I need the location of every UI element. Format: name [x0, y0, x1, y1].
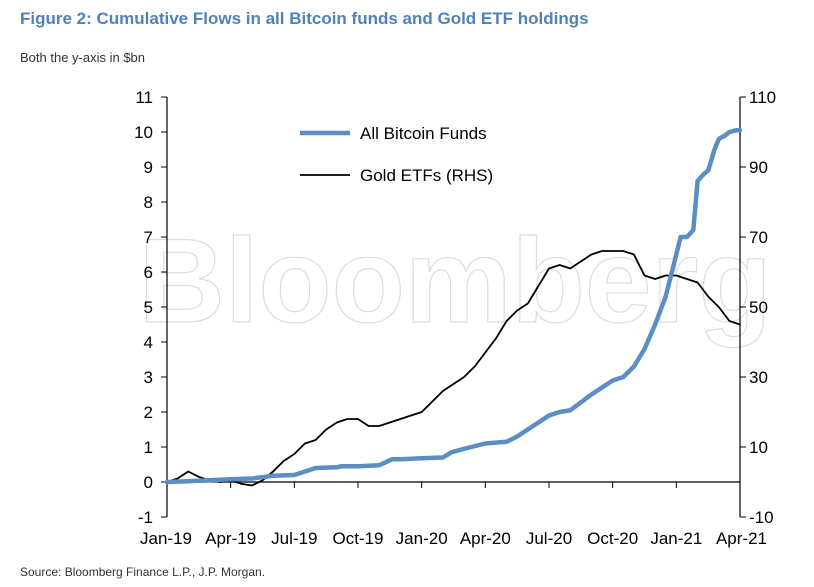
x-tick-label: Jul-19 [271, 529, 317, 548]
watermark: Bloomberg [138, 214, 771, 348]
left-tick-label: 11 [135, 88, 153, 107]
left-tick-label: 8 [144, 193, 153, 212]
right-tick-label: 90 [749, 158, 768, 177]
legend-label-gold: Gold ETFs (RHS) [360, 166, 493, 185]
series-line-bitcoin [164, 128, 743, 485]
legend-label-bitcoin: All Bitcoin Funds [360, 124, 487, 143]
legend: All Bitcoin Funds Gold ETFs (RHS) [300, 124, 493, 185]
x-tick-label: Apr-21 [716, 529, 767, 548]
series-line-gold [166, 250, 741, 487]
left-tick-label: 1 [144, 438, 153, 457]
left-tick-label: 7 [144, 228, 153, 247]
left-tick-label: 9 [144, 158, 153, 177]
right-tick-label: 10 [749, 438, 768, 457]
left-tick-label: 6 [144, 263, 153, 282]
x-tick-label: Jan-19 [140, 529, 192, 548]
x-tick-label: Oct-19 [332, 529, 383, 548]
left-tick-label: 3 [144, 368, 153, 387]
x-tick-label: Apr-20 [460, 529, 511, 548]
x-tick-label: Jan-21 [650, 529, 702, 548]
left-tick-label: 2 [144, 403, 153, 422]
right-tick-label: 110 [749, 88, 776, 107]
left-tick-label: 4 [144, 333, 153, 352]
figure-subtitle: Both the y-axis in $bn [20, 50, 146, 65]
figure-source: Source: Bloomberg Finance L.P., J.P. Mor… [20, 565, 266, 579]
right-tick-label: -10 [749, 508, 774, 527]
left-tick-label: 10 [134, 123, 153, 142]
left-tick-label: 5 [144, 298, 153, 317]
right-tick-label: 70 [749, 228, 768, 247]
figure-title: Figure 2: Cumulative Flows in all Bitcoi… [20, 9, 589, 28]
x-tick-label: Oct-20 [587, 529, 638, 548]
x-tick-label: Jul-20 [526, 529, 572, 548]
right-tick-label: 30 [749, 368, 768, 387]
left-tick-label: 0 [144, 473, 153, 492]
left-tick-label: -1 [138, 508, 153, 527]
x-tick-label: Apr-19 [205, 529, 256, 548]
right-tick-label: 50 [749, 298, 768, 317]
x-tick-label: Jan-20 [396, 529, 448, 548]
series-layer [164, 128, 743, 487]
